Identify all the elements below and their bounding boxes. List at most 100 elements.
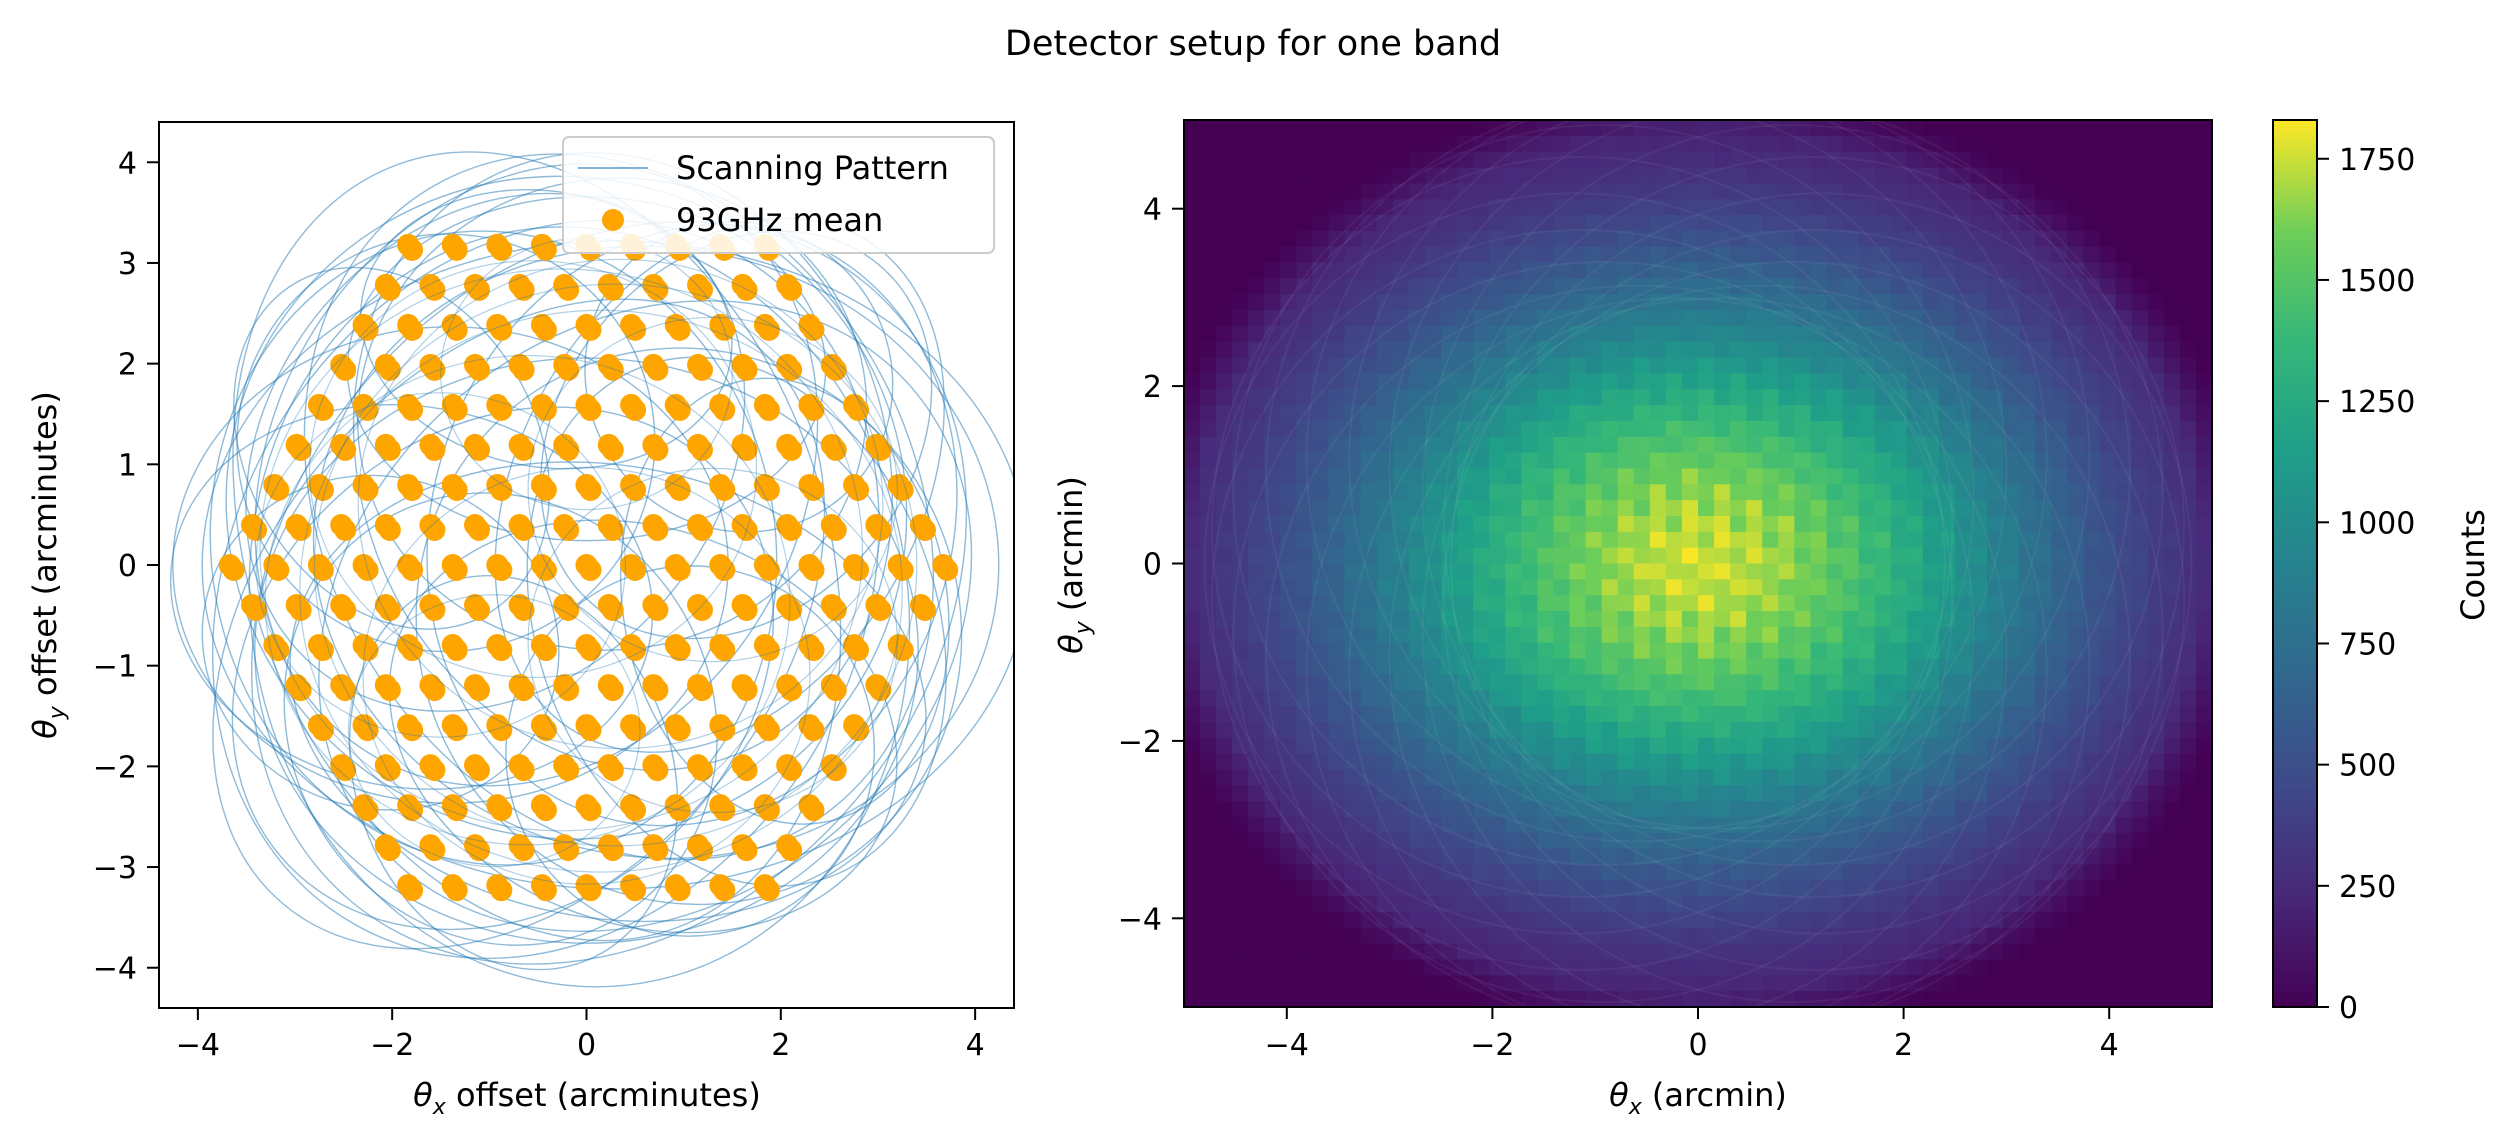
heatmap-cell [1938, 278, 1956, 295]
heatmap-cell [1955, 310, 1972, 327]
heatmap-cell [1746, 690, 1763, 707]
heatmap-cell [1360, 927, 1378, 945]
heatmap-cell [2131, 500, 2149, 517]
heatmap-cell [1184, 405, 1201, 422]
heatmap-cell [2115, 452, 2133, 470]
heatmap-cell [1746, 927, 1763, 945]
heatmap-cell [2195, 167, 2212, 184]
heatmap-cell [1489, 975, 1506, 992]
heatmap-cell [1376, 690, 1394, 707]
heatmap-cell [1730, 531, 1747, 549]
heatmap-cell [1328, 325, 1346, 343]
heatmap-cell [1537, 420, 1555, 438]
heatmap-cell [1890, 278, 1908, 295]
heatmap-cell [1794, 880, 1812, 897]
heatmap-cell [1232, 975, 1249, 992]
heatmap-cell [1553, 151, 1571, 169]
heatmap-cell [1585, 294, 1603, 311]
heatmap-cell [1698, 215, 1715, 232]
heatmap-cell [1826, 468, 1844, 485]
heatmap-cell [1280, 579, 1298, 596]
heatmap-cell [1971, 373, 1988, 390]
heatmap-cell [1312, 531, 1330, 549]
heatmap-cell [1232, 183, 1249, 200]
heatmap-cell [2003, 357, 2020, 375]
heatmap-cell [1681, 801, 1699, 818]
heatmap-cell [2131, 579, 2149, 596]
heatmap-cell [1714, 832, 1731, 850]
heatmap-cell [1858, 991, 1876, 1007]
heatmap-cell [1890, 262, 1908, 279]
heatmap-cell [2083, 595, 2101, 612]
heatmap-cell [1312, 278, 1330, 295]
heatmap-cell [1858, 341, 1876, 359]
heatmap-cell [1810, 801, 1828, 818]
heatmap-cell [1746, 357, 1763, 375]
heatmap-cell [2083, 674, 2101, 691]
heatmap-cell [2019, 706, 2036, 723]
heatmap-cell [2131, 436, 2149, 454]
heatmap-cell [1216, 484, 1233, 501]
heatmap-cell [2083, 927, 2101, 945]
heatmap-cell [2163, 420, 2181, 438]
heatmap-cell [1714, 373, 1731, 390]
heatmap-cell [1505, 531, 1522, 549]
heatmap-cell [1344, 199, 1362, 216]
heatmap-cell [1489, 642, 1506, 660]
detector-point [642, 513, 665, 536]
heatmap-cell [1312, 991, 1330, 1007]
heatmap-cell [1778, 420, 1795, 438]
heatmap-cell [1473, 848, 1490, 866]
heatmap-cell [2163, 515, 2181, 533]
heatmap-cell [1200, 991, 1217, 1007]
heatmap-cell [2147, 215, 2165, 232]
heatmap-cell [1521, 864, 1538, 881]
heatmap-cell [1714, 911, 1731, 929]
heatmap-cell [1778, 373, 1795, 390]
heatmap-cell [1424, 975, 1442, 992]
heatmap-cell [1778, 991, 1795, 1007]
heatmap-cell [1730, 880, 1747, 897]
heatmap-cell [1569, 927, 1587, 945]
heatmap-cell [2115, 199, 2133, 216]
heatmap-cell [1216, 721, 1233, 739]
heatmap-cell [1794, 626, 1812, 644]
heatmap-cell [1858, 357, 1876, 375]
detector-point [530, 473, 553, 496]
heatmap-cell [1392, 721, 1410, 739]
heatmap-cell [2163, 167, 2181, 184]
heatmap-cell [2115, 579, 2133, 596]
heatmap-cell [1874, 452, 1892, 470]
heatmap-cell [1296, 151, 1314, 169]
heatmap-cell [1938, 801, 1956, 818]
heatmap-cell [1633, 373, 1651, 390]
heatmap-cell [1890, 991, 1908, 1007]
heatmap-cell [1296, 199, 1314, 216]
heatmap-cell [1698, 230, 1715, 248]
heatmap-cell [1424, 436, 1442, 454]
heatmap-cell [1714, 737, 1731, 755]
heatmap-cell [1842, 262, 1860, 279]
heatmap-cell [1665, 864, 1683, 881]
heatmap-cell [2115, 737, 2133, 755]
heatmap-cell [1762, 563, 1779, 580]
heatmap-cell [1906, 468, 1924, 485]
heatmap-cell [2067, 294, 2085, 311]
heatmap-cell [1810, 816, 1828, 834]
heatmap-cell [1746, 785, 1763, 802]
heatmap-cell [2179, 563, 2197, 580]
heatmap-cell [1955, 531, 1972, 549]
detector-point [397, 874, 420, 897]
heatmap-cell [1441, 547, 1458, 565]
heatmap-cell [2131, 864, 2149, 881]
heatmap-cell [1184, 785, 1201, 802]
heatmap-cell [1778, 611, 1795, 628]
heatmap-cell [1874, 690, 1892, 707]
heatmap-cell [2003, 991, 2020, 1007]
heatmap-cell [1473, 864, 1490, 881]
heatmap-cell [2067, 452, 2085, 470]
heatmap-cell [1344, 135, 1362, 153]
heatmap-cell [1360, 832, 1378, 850]
heatmap-cell [1890, 515, 1908, 533]
heatmap-cell [1810, 230, 1828, 248]
